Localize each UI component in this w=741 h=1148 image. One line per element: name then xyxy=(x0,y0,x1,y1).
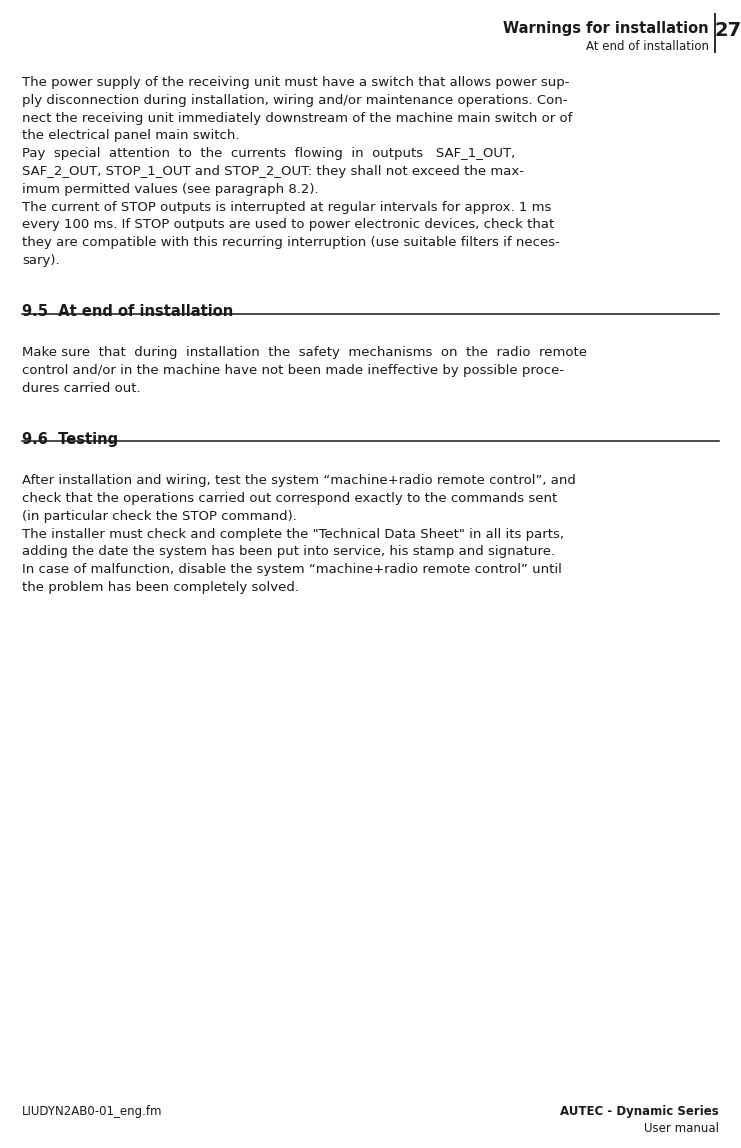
Text: Warnings for installation: Warnings for installation xyxy=(503,21,708,36)
Text: imum permitted values (see paragraph 8.2).: imum permitted values (see paragraph 8.2… xyxy=(22,183,319,196)
Text: sary).: sary). xyxy=(22,254,59,267)
Text: they are compatible with this recurring interruption (use suitable filters if ne: they are compatible with this recurring … xyxy=(22,236,560,249)
Text: the problem has been completely solved.: the problem has been completely solved. xyxy=(22,581,299,594)
Text: In case of malfunction, disable the system “machine+radio remote control” until: In case of malfunction, disable the syst… xyxy=(22,564,562,576)
Text: After installation and wiring, test the system “machine+radio remote control”, a: After installation and wiring, test the … xyxy=(22,474,576,487)
Text: The power supply of the receiving unit must have a switch that allows power sup-: The power supply of the receiving unit m… xyxy=(22,76,570,90)
Text: (in particular check the STOP command).: (in particular check the STOP command). xyxy=(22,510,297,522)
Text: 27: 27 xyxy=(714,21,741,40)
Text: ply disconnection during installation, wiring and/or maintenance operations. Con: ply disconnection during installation, w… xyxy=(22,94,568,107)
Text: dures carried out.: dures carried out. xyxy=(22,382,141,395)
Text: At end of installation: At end of installation xyxy=(585,40,708,53)
Text: LIUDYN2AB0-01_eng.fm: LIUDYN2AB0-01_eng.fm xyxy=(22,1106,162,1118)
Text: nect the receiving unit immediately downstream of the machine main switch or of: nect the receiving unit immediately down… xyxy=(22,111,572,125)
Text: check that the operations carried out correspond exactly to the commands sent: check that the operations carried out co… xyxy=(22,492,557,505)
Text: AUTEC - Dynamic Series: AUTEC - Dynamic Series xyxy=(560,1106,719,1118)
Text: User manual: User manual xyxy=(644,1122,719,1135)
Text: Make sure  that  during  installation  the  safety  mechanisms  on  the  radio  : Make sure that during installation the s… xyxy=(22,347,587,359)
Text: 9.5  At end of installation: 9.5 At end of installation xyxy=(22,304,233,319)
Text: The current of STOP outputs is interrupted at regular intervals for approx. 1 ms: The current of STOP outputs is interrupt… xyxy=(22,201,551,214)
Text: Pay  special  attention  to  the  currents  flowing  in  outputs   SAF_1_OUT,: Pay special attention to the currents fl… xyxy=(22,147,515,161)
Text: 9.6  Testing: 9.6 Testing xyxy=(22,432,118,447)
Text: every 100 ms. If STOP outputs are used to power electronic devices, check that: every 100 ms. If STOP outputs are used t… xyxy=(22,218,554,232)
Text: adding the date the system has been put into service, his stamp and signature.: adding the date the system has been put … xyxy=(22,545,555,558)
Text: SAF_2_OUT, STOP_1_OUT and STOP_2_OUT: they shall not exceed the max-: SAF_2_OUT, STOP_1_OUT and STOP_2_OUT: th… xyxy=(22,165,524,178)
Text: control and/or in the machine have not been made ineffective by possible proce-: control and/or in the machine have not b… xyxy=(22,364,564,377)
Text: The installer must check and complete the "Technical Data Sheet" in all its part: The installer must check and complete th… xyxy=(22,528,564,541)
Text: the electrical panel main switch.: the electrical panel main switch. xyxy=(22,130,239,142)
